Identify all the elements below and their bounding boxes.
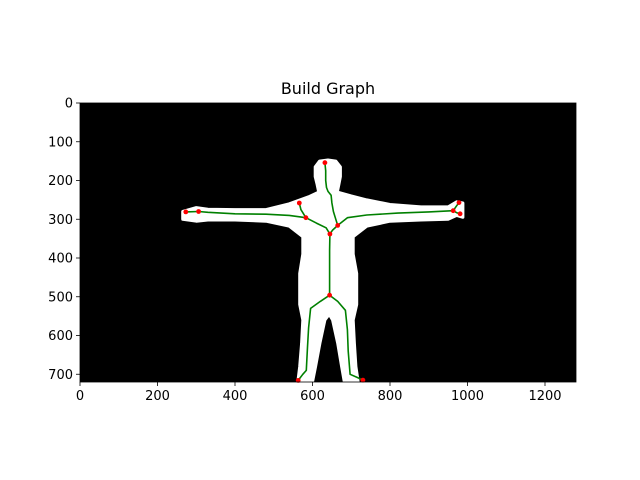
graph-node-hand-left-inner: [196, 209, 202, 214]
plot-area: [79, 102, 577, 384]
graph-node-hand-left-outer: [183, 209, 189, 215]
y-tick-label: 700: [48, 368, 73, 383]
y-tick-label: 400: [48, 252, 73, 267]
graph-node-head: [322, 160, 328, 166]
x-axis: 0 200 400 600 800 1000 1200: [76, 382, 562, 404]
graph-node-hand-right-mid: [450, 208, 456, 214]
x-tick-label: 400: [223, 389, 248, 404]
y-tick-label: 200: [48, 174, 73, 189]
y-tick-label: 100: [48, 135, 73, 150]
graph-node-hand-right-bottom: [457, 211, 463, 217]
x-tick-label: 800: [378, 389, 403, 404]
body-silhouette: [181, 158, 465, 384]
graph-node-neck-left: [303, 215, 309, 221]
graph-node-pelvis: [327, 292, 332, 298]
graph-node-neck-right: [335, 223, 341, 228]
chart-title: Build Graph: [281, 79, 375, 98]
graph-edge: [197, 210, 307, 219]
graph-edge: [297, 294, 331, 382]
y-tick-label: 600: [48, 329, 73, 344]
y-tick-label: 300: [48, 213, 73, 228]
x-tick-label: 600: [300, 389, 325, 404]
y-tick-label: 0: [65, 97, 73, 112]
graph-node-foot-right: [360, 377, 366, 383]
x-tick-label: 0: [76, 389, 84, 404]
graph-edge: [324, 161, 339, 227]
graph-edge: [305, 216, 331, 235]
x-tick-label: 1200: [528, 389, 561, 404]
x-tick-label: 200: [145, 389, 170, 404]
y-tick-label: 500: [48, 290, 73, 305]
graph-edge: [336, 209, 455, 227]
graph-edge: [328, 294, 364, 381]
y-axis: 0 100 200 300 400 500 600 700: [48, 97, 80, 383]
graph-node-shoulder-left: [296, 200, 302, 206]
graph-node-hand-right-top: [456, 200, 462, 206]
plot-frame: [79, 102, 577, 383]
skeleton-nodes: [183, 160, 463, 383]
graph-node-center: [327, 231, 333, 237]
graph-node-foot-left: [295, 378, 301, 383]
x-tick-label: 1000: [451, 389, 484, 404]
